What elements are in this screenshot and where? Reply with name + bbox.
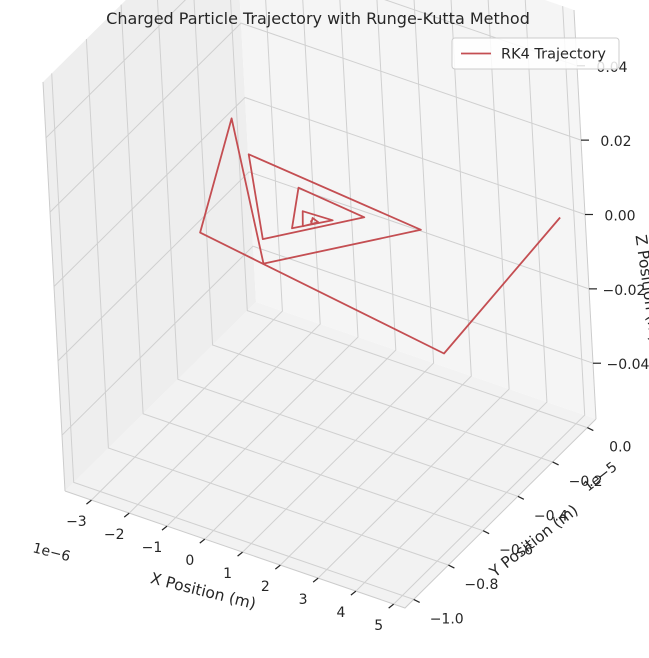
y-tick-label: 0.0 xyxy=(609,440,631,456)
y-tick xyxy=(413,598,420,603)
x-tick xyxy=(86,499,92,505)
x-tick xyxy=(161,525,168,531)
floor-pane xyxy=(65,302,596,608)
x-tick xyxy=(350,590,357,596)
x-axis-label: X Position (m) xyxy=(149,569,258,613)
x-gridline xyxy=(393,6,586,605)
legend-label: RK4 Trajectory xyxy=(501,47,606,63)
x-tick-label: 1 xyxy=(223,566,232,582)
x-tick xyxy=(237,551,243,557)
y-tick xyxy=(552,461,559,466)
y-tick xyxy=(517,495,525,500)
x-tick-label: −1 xyxy=(142,540,163,556)
y-gridline xyxy=(85,38,449,566)
left-pane xyxy=(43,0,256,491)
x-tick-label: 4 xyxy=(336,605,345,621)
z-tick-label: −0.04 xyxy=(607,357,649,373)
x-gridline xyxy=(317,0,510,579)
x-gridline xyxy=(91,0,283,501)
y-tick-label: −0.6 xyxy=(499,543,533,559)
left-spine xyxy=(42,81,66,492)
y-tick-label: −1.0 xyxy=(430,611,464,627)
y-gridline xyxy=(156,0,519,497)
chart-title: Charged Particle Trajectory with Runge-K… xyxy=(106,9,530,28)
x-tick xyxy=(388,603,395,609)
x-tick xyxy=(312,577,319,583)
y-tick xyxy=(448,564,455,569)
y-tick xyxy=(482,530,490,535)
z-gridline xyxy=(49,22,582,213)
x-tick-label: 0 xyxy=(185,553,194,569)
x-tick xyxy=(199,538,206,544)
x-gridline xyxy=(128,0,321,514)
z-gridline xyxy=(45,0,578,139)
x-tick-label: −3 xyxy=(66,514,87,530)
z-gridline xyxy=(57,171,590,362)
x-gridline xyxy=(242,0,435,553)
y-gridline xyxy=(51,73,414,600)
y-gridline xyxy=(193,0,553,463)
z-tick-label: 0.02 xyxy=(600,134,631,150)
back-pane xyxy=(239,0,596,419)
x-tick-label: 3 xyxy=(299,592,308,608)
y-tick xyxy=(587,427,594,432)
y-gridline xyxy=(230,0,588,429)
trajectory-line xyxy=(199,117,561,355)
x-tick-label: 5 xyxy=(374,618,383,634)
y-tick-label: −0.8 xyxy=(464,577,498,593)
x-gridline xyxy=(204,0,397,540)
x-tick-label: 2 xyxy=(261,579,270,595)
legend: RK4 Trajectory xyxy=(451,37,620,70)
y-gridline xyxy=(120,4,484,532)
axes-panes xyxy=(43,0,596,608)
z-gridline xyxy=(53,96,586,287)
series-layer xyxy=(199,117,561,355)
x-tick xyxy=(274,564,281,570)
z-tick-label: −0.02 xyxy=(603,283,646,299)
x-offset-text: 1e−6 xyxy=(31,540,72,565)
y-tick-label: −0.2 xyxy=(569,474,603,490)
x-gridline xyxy=(166,0,359,527)
x-gridline xyxy=(279,0,472,566)
x-tick-label: −2 xyxy=(104,527,125,543)
x-gridline xyxy=(355,0,548,592)
floor-spine xyxy=(64,418,597,609)
legend-frame xyxy=(451,37,620,70)
tick-labels: −3 −2 −1 0 1 2 3 4 5 −1.0 −0.8 −0.6 −0.4 −0.2 0.0 −0.04… xyxy=(66,60,649,634)
z-tick-label: 0.00 xyxy=(604,209,635,225)
x-tick xyxy=(123,512,130,518)
y-tick-label: −0.4 xyxy=(534,508,568,524)
z-gridline xyxy=(61,245,594,436)
gridlines xyxy=(45,0,594,605)
